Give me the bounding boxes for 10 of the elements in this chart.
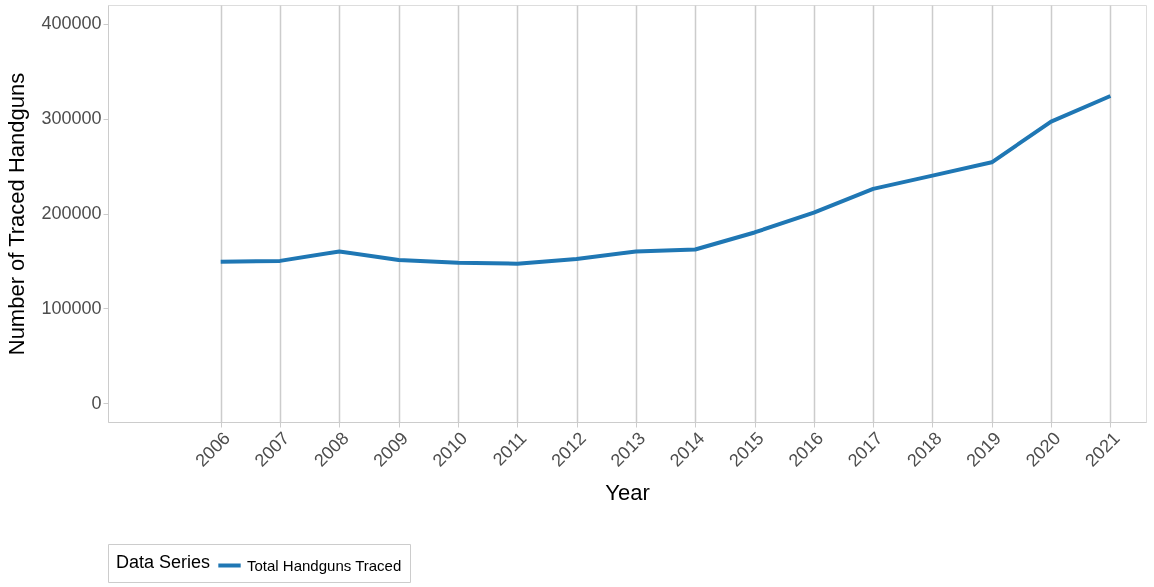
y-axis-title: Number of Traced Handguns <box>4 72 30 356</box>
y-tick-label: 100000 <box>41 297 102 318</box>
y-tick-label: 0 <box>91 392 102 413</box>
x-axis-title: Year <box>605 479 650 505</box>
line-series <box>218 93 1113 266</box>
y-tick-label: 400000 <box>41 13 102 34</box>
y-tick-label: 300000 <box>41 108 102 129</box>
legend-label: Total Handguns Traced <box>247 556 402 574</box>
legend-title: Data Series <box>116 552 211 572</box>
y-tick-label: 200000 <box>41 203 102 223</box>
